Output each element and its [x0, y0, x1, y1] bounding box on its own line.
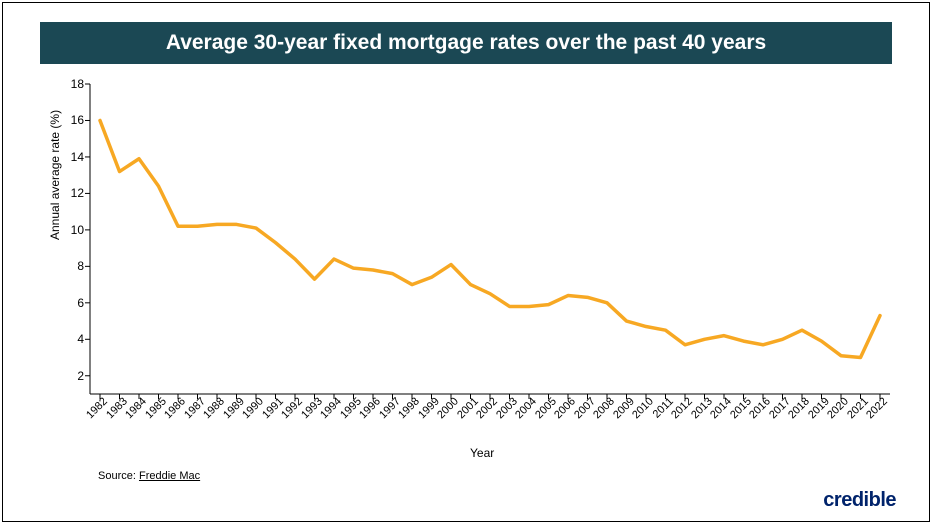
- y-tick-label: 8: [77, 259, 90, 273]
- source-prefix: Source:: [98, 470, 136, 482]
- data-line: [100, 120, 880, 357]
- x-axis-label: Year: [470, 446, 494, 460]
- y-tick-label: 18: [71, 77, 90, 91]
- y-tick-label: 14: [71, 150, 90, 164]
- line-chart: [90, 84, 890, 394]
- y-tick-label: 2: [77, 369, 90, 383]
- y-tick-label: 10: [71, 223, 90, 237]
- chart-area: 2468101214161819821983198419851986198719…: [90, 84, 890, 394]
- source-attribution: Source: Freddie Mac: [98, 470, 200, 482]
- y-axis-label: Annual average rate (%): [48, 110, 62, 240]
- chart-title: Average 30-year fixed mortgage rates ove…: [166, 31, 766, 55]
- y-tick-label: 12: [71, 186, 90, 200]
- title-bar: Average 30-year fixed mortgage rates ove…: [40, 22, 892, 64]
- source-link[interactable]: Freddie Mac: [139, 470, 200, 482]
- y-tick-label: 4: [77, 332, 90, 346]
- y-tick-label: 16: [71, 113, 90, 127]
- y-tick-label: 6: [77, 296, 90, 310]
- brand-logo: credible: [823, 489, 896, 512]
